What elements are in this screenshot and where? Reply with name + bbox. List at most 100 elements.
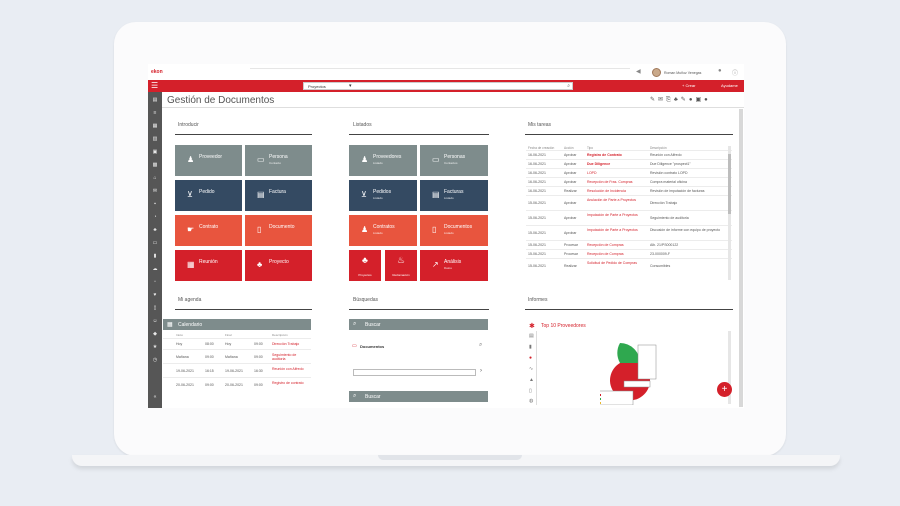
agenda-row[interactable]: 19-06-2021 16:15 19-06-2021 16:30 Reunión co… [163,365,311,378]
cell-type[interactable]: Imputación de Parte a Proyectos [587,213,638,217]
tile-pedidos[interactable]: ⊻ Pedidos Listado [349,180,417,211]
cell-type[interactable]: Due Diligence [587,162,611,166]
table-row[interactable]: 15-06-2021 Aprobar Imputación de Parte a P… [526,211,732,226]
chevron-right-icon[interactable]: › [480,368,482,374]
search-scope[interactable]: Proyectos [308,84,326,89]
add-fab-button[interactable]: + [717,382,732,397]
tile-facturas[interactable]: ▤ Facturas Listado [420,180,488,211]
sidebar-box-icon[interactable]: ▫ [154,279,156,285]
cell-type[interactable]: Solicitud de Pedido de Compras [587,261,638,265]
tile-pedido[interactable]: ⊻ Pedido [175,180,242,211]
tile-contratos[interactable]: ♟ Contratos Listado [349,215,417,246]
cell-type[interactable]: LOPD [587,171,597,175]
table-row[interactable]: 15-06-2021 Aprobar Imputación de Parte a P… [526,226,732,241]
sidebar-inbox-icon[interactable]: ▦ [152,123,158,129]
table-row[interactable]: 16-06-2021 Aprobar Registro de Contrato Reu… [526,151,732,160]
cell-type[interactable]: Registro de Contrato [587,153,622,157]
tile-proveedor[interactable]: ♟ Proveedor [175,145,242,176]
tile-documentos[interactable]: ▯ Documentos Listado [420,215,488,246]
cell-type[interactable]: Recepción de Compras [587,243,624,247]
sidebar-mail-icon[interactable]: ✉ [152,188,158,194]
tile-proyectos[interactable]: ♣ Proyectos [349,250,381,281]
sidebar-files-icon[interactable]: ▭ [152,240,158,246]
line-chart-icon[interactable]: ∿ [529,366,534,372]
pie-slice-green[interactable] [617,343,640,363]
informes-scrollbar[interactable] [728,331,731,404]
user-name[interactable]: Roman Muñoz Venegas [664,71,702,75]
column-chart-icon[interactable]: ▯ [529,388,532,394]
tile-persona[interactable]: ▭ Persona Contacto [245,145,312,176]
sidebar-folder-icon[interactable]: ▣ [152,149,158,155]
table-row[interactable]: 15-06-2021 Procesar Recepción de Compras 23… [526,250,732,259]
sidebar-tag-icon[interactable]: ◆ [153,331,157,337]
calendar-header[interactable]: ▦ Calendario [163,319,311,330]
tile-contrato[interactable]: ☛ Contrato [175,215,242,246]
page-toolbar-icons[interactable]: ✎✉⎘♣✎●▣● [650,97,711,103]
cell-description[interactable]: Registro de contrato [272,381,304,385]
cell-description[interactable]: Dirección Trabajo [272,342,300,346]
tile-personas[interactable]: ▭ Personas Contactos [420,145,488,176]
sidebar-cloud-icon[interactable]: ☁ [152,266,158,272]
megaphone-icon[interactable]: ◀ [636,69,641,75]
tasks-scrollbar[interactable] [728,146,731,280]
column-header[interactable]: Tipo [587,146,594,150]
table-row[interactable]: 16-06-2021 Aprobar Due Diligence Due Dilige… [526,160,732,169]
search-icon[interactable]: ⌕ [567,83,570,89]
sidebar-table-icon[interactable]: ▥ [152,136,158,142]
agenda-row[interactable]: Mañana 09:00 Mañana 09:00 Seguimiento de aud… [163,351,311,364]
buscar-panel-header-2[interactable]: ⌕ Buscar [349,391,488,402]
tile-documento[interactable]: ▯ Documento [245,215,312,246]
tile-analisis[interactable]: ↗ Análisis Datos [420,250,488,281]
table-row[interactable]: 16-06-2021 Realizar Resolución de Incidenc… [526,187,732,196]
cell-description[interactable]: Reunión con Alfredo [272,367,304,371]
sidebar-briefcase-icon[interactable]: ▪ [154,201,156,207]
search-icon[interactable]: ⌕ [479,342,483,348]
tile-proveedores[interactable]: ♟ Proveedores Listado [349,145,417,176]
documentos-search-input[interactable] [353,369,476,376]
table-row[interactable]: 16-06-2021 Aprobar LOPD Revisión contrato L… [526,169,732,178]
table-row[interactable]: 15-06-2021 Realizar Solicitud de Pedido de… [526,259,732,274]
sidebar-stats-icon[interactable]: ▮ [153,253,157,259]
area-chart-icon[interactable]: ▲ [529,377,534,383]
cell-type[interactable]: Recepción de Compras [587,252,624,256]
tile-factura[interactable]: ▤ Factura [245,180,312,211]
agenda-row[interactable]: 20-06-2021 09:00 20-06-2021 09:00 Registro d… [163,379,311,392]
cell-type[interactable]: Imputación de Parte a Proyectos [587,228,638,232]
sidebar-list-icon[interactable]: ≡ [153,110,157,116]
cell-type[interactable]: Anulación de Parte a Proyectos [587,198,637,202]
table-row[interactable]: 15-06-2021 Procesar Recepción de Compras Al… [526,241,732,250]
sidebar-doc-icon[interactable]: ▤ [152,97,158,103]
tasks-scroll-thumb[interactable] [728,154,731,214]
sidebar-heart-icon[interactable]: ♥ [153,292,157,298]
sidebar-home-icon[interactable]: ⌂ [153,175,157,181]
sidebar-page-icon[interactable]: ▯ [153,305,157,311]
cell-description[interactable]: Seguimiento de auditoria [272,353,297,361]
sidebar-collapse-icon[interactable]: « [153,394,157,400]
table-row[interactable]: 16-06-2021 Aprobar Recepción de Fras. Comp… [526,178,732,187]
column-header[interactable]: Descripción [650,146,667,150]
bar-chart-icon[interactable]: ▮ [529,344,532,350]
table-icon[interactable]: ▤ [529,333,534,339]
hamburger-menu-icon[interactable]: ☰ [151,81,159,90]
column-header[interactable]: Fecha de creación [528,146,555,150]
sidebar-clock-icon[interactable]: ◷ [152,357,158,363]
agenda-row[interactable]: Hoy 08:00 Hoy 09:00 Dirección Trabajo [163,340,311,350]
page-scrollbar[interactable] [739,109,743,407]
column-header[interactable]: Acción [564,146,574,150]
info-icon[interactable]: ⓘ [732,71,739,77]
sidebar-org-icon[interactable]: ♣ [153,227,157,233]
cell-type[interactable]: Recepción de Fras. Compras [587,180,633,184]
globe-icon[interactable]: ◍ [529,398,534,404]
documentos-label[interactable]: Documentos [360,344,385,349]
cell-type[interactable]: Resolución de Incidencia [587,189,626,193]
buscar-panel-header[interactable]: ⌕ Buscar [349,319,488,330]
sidebar-chart-icon[interactable]: ▩ [152,162,158,168]
table-row[interactable]: 15-06-2021 Aprobar Anulación de Parte a Pr… [526,196,732,211]
brand-logo[interactable]: ekon [151,69,163,75]
pie-chart-icon[interactable]: ● [529,355,533,361]
tile-proyecto[interactable]: ♣ Proyecto [245,250,312,281]
tile-reclamacion[interactable]: ♨ Reclamación [385,250,417,281]
tile-reunion[interactable]: ▦ Reunión [175,250,242,281]
report-title[interactable]: Top 10 Proveedores [541,323,586,329]
chevron-down-icon[interactable]: ▾ [349,83,352,89]
